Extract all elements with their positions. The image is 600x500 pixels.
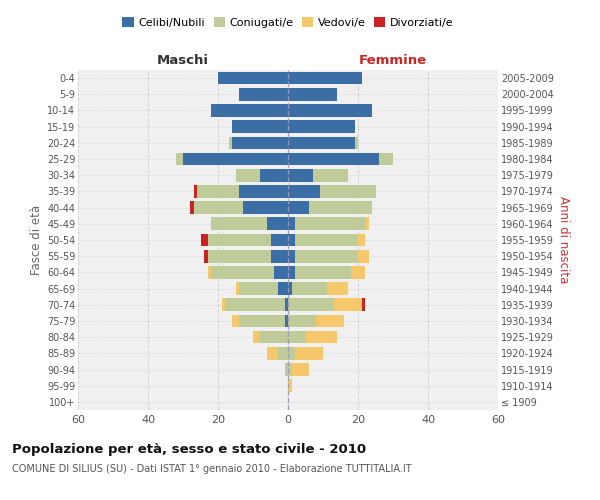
Bar (221, 298, 225, 311)
Bar (274, 266, 288, 278)
Bar (284, 363, 288, 376)
Bar (267, 218, 288, 230)
Bar (288, 202, 309, 214)
Bar (190, 202, 193, 214)
Bar (292, 363, 309, 376)
Bar (355, 136, 358, 149)
Bar (313, 169, 347, 181)
Bar (239, 314, 284, 328)
Bar (288, 298, 334, 311)
Bar (271, 250, 288, 262)
Bar (284, 314, 288, 328)
Text: Femmine: Femmine (359, 54, 427, 67)
Bar (288, 88, 337, 101)
Bar (361, 298, 365, 311)
Bar (211, 266, 274, 278)
Bar (277, 282, 288, 295)
Bar (211, 218, 267, 230)
Bar (239, 282, 277, 295)
Bar (288, 250, 295, 262)
Bar (288, 152, 379, 166)
Bar (193, 202, 242, 214)
Bar (292, 282, 326, 295)
Bar (232, 120, 288, 133)
Bar (295, 266, 351, 278)
Bar (288, 266, 295, 278)
Bar (288, 185, 320, 198)
Bar (365, 218, 368, 230)
Bar (232, 136, 288, 149)
Bar (288, 234, 295, 246)
Bar (284, 298, 288, 311)
Bar (277, 347, 288, 360)
Bar (239, 88, 288, 101)
Bar (197, 185, 239, 198)
Bar (288, 169, 313, 181)
Bar (288, 363, 292, 376)
Bar (305, 331, 337, 344)
Bar (379, 152, 393, 166)
Bar (235, 169, 260, 181)
Bar (295, 250, 358, 262)
Bar (260, 331, 288, 344)
Bar (351, 266, 365, 278)
Bar (295, 234, 358, 246)
Bar (267, 347, 277, 360)
Bar (204, 250, 208, 262)
Bar (218, 72, 288, 85)
Bar (309, 202, 372, 214)
Bar (288, 314, 316, 328)
Bar (316, 314, 344, 328)
Text: Popolazione per età, sesso e stato civile - 2010: Popolazione per età, sesso e stato civil… (12, 442, 366, 456)
Bar (208, 266, 211, 278)
Bar (193, 185, 197, 198)
Bar (288, 380, 292, 392)
Bar (288, 120, 355, 133)
Bar (235, 282, 239, 295)
Bar (288, 331, 305, 344)
Bar (232, 314, 239, 328)
Bar (208, 250, 271, 262)
Legend: Celibi/Nubili, Coniugati/e, Vedovi/e, Divorziati/e: Celibi/Nubili, Coniugati/e, Vedovi/e, Di… (118, 13, 458, 32)
Bar (288, 104, 372, 117)
Bar (229, 136, 232, 149)
Bar (211, 104, 288, 117)
Y-axis label: Fasce di età: Fasce di età (29, 205, 43, 275)
Bar (358, 250, 368, 262)
Bar (183, 152, 288, 166)
Bar (288, 136, 355, 149)
Bar (295, 347, 323, 360)
Text: Maschi: Maschi (157, 54, 209, 67)
Bar (288, 282, 292, 295)
Bar (334, 298, 361, 311)
Bar (225, 298, 284, 311)
Bar (253, 331, 260, 344)
Bar (242, 202, 288, 214)
Bar (295, 218, 365, 230)
Bar (208, 234, 271, 246)
Bar (326, 282, 347, 295)
Text: COMUNE DI SILIUS (SU) - Dati ISTAT 1° gennaio 2010 - Elaborazione TUTTITALIA.IT: COMUNE DI SILIUS (SU) - Dati ISTAT 1° ge… (12, 464, 412, 474)
Bar (288, 218, 295, 230)
Bar (271, 234, 288, 246)
Y-axis label: Anni di nascita: Anni di nascita (557, 196, 571, 284)
Bar (288, 347, 295, 360)
Bar (288, 72, 361, 85)
Bar (358, 234, 365, 246)
Bar (320, 185, 376, 198)
Bar (239, 185, 288, 198)
Bar (200, 234, 208, 246)
Bar (260, 169, 288, 181)
Bar (176, 152, 183, 166)
